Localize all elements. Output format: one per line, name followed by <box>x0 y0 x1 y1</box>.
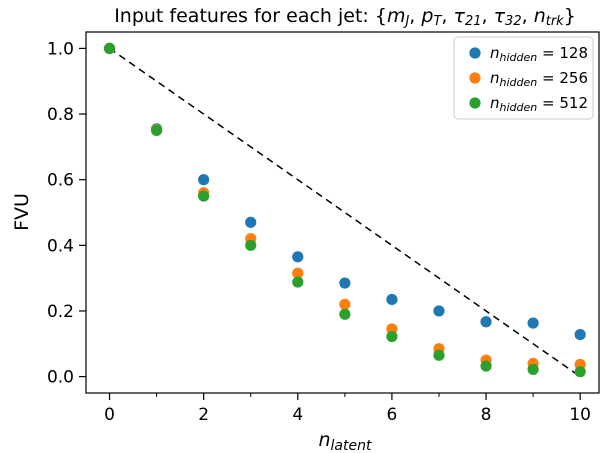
y-tick-label: 0.4 <box>47 236 74 256</box>
data-point-series-3 <box>103 42 116 55</box>
data-point-series-3 <box>198 190 210 202</box>
x-tick-label: 6 <box>387 405 398 425</box>
legend: nhidden = 128 nhidden = 256 nhidden = 512 <box>453 36 594 120</box>
data-point-series-3 <box>574 366 586 378</box>
y-axis-label: FVU <box>11 193 33 231</box>
data-point-series-3 <box>339 308 351 320</box>
data-point-series-1 <box>245 216 257 228</box>
x-tick-label: 2 <box>198 405 209 425</box>
y-tick-label: 1.0 <box>47 39 74 59</box>
y-tick-label: 0.2 <box>47 302 74 322</box>
chart-title: Input features for each jet: {mJ, pT, τ2… <box>114 5 576 29</box>
data-point-series-1 <box>574 328 586 341</box>
x-tick-label: 0 <box>104 405 115 425</box>
data-point-series-3 <box>386 330 398 343</box>
legend-marker <box>469 72 481 84</box>
x-tick-label: 4 <box>292 405 303 425</box>
data-point-series-1 <box>433 305 445 317</box>
plot-frame <box>85 31 600 394</box>
y-tick-label: 0.8 <box>47 105 74 125</box>
legend-entry-label: nhidden = 128 <box>490 44 588 64</box>
data-points <box>103 42 586 378</box>
y-tick-label: 0.0 <box>47 368 74 388</box>
legend-entry-label: nhidden = 512 <box>490 94 588 114</box>
data-point-series-3 <box>150 124 163 137</box>
data-point-series-1 <box>198 174 210 186</box>
data-point-series-1 <box>386 293 398 306</box>
data-point-series-1 <box>339 277 351 289</box>
plot-area <box>85 31 600 394</box>
legend-entry-label: nhidden = 256 <box>490 69 588 89</box>
legend-marker <box>469 97 481 109</box>
data-point-series-1 <box>527 317 539 329</box>
x-axis: 0 2 4 6 8 10 <box>104 393 591 425</box>
y-tick-label: 0.6 <box>47 171 74 191</box>
data-point-series-3 <box>292 276 304 288</box>
data-point-series-1 <box>292 251 304 263</box>
legend-marker <box>469 47 481 59</box>
data-point-series-2 <box>339 298 351 310</box>
data-point-series-3 <box>433 349 445 361</box>
x-tick-label: 10 <box>569 405 591 425</box>
y-axis: 0.0 0.2 0.4 0.6 0.8 1.0 <box>47 39 86 388</box>
data-point-series-3 <box>245 239 257 251</box>
data-point-series-1 <box>480 316 492 328</box>
data-point-series-2 <box>292 267 304 279</box>
x-axis-label: nlatent <box>319 429 372 453</box>
data-point-series-3 <box>480 360 492 372</box>
data-point-series-3 <box>527 363 539 375</box>
legend-box <box>453 36 594 120</box>
x-tick-label: 8 <box>481 405 492 425</box>
